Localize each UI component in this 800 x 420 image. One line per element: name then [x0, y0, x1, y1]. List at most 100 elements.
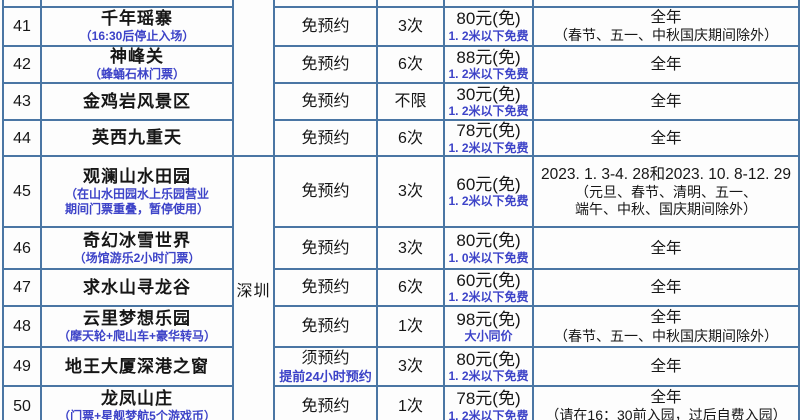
- name-cell: [40, 0, 234, 8]
- reservation-status: 须预约: [301, 350, 350, 368]
- validity-value: 全年: [650, 358, 682, 376]
- validity-value: 全年: [650, 388, 682, 406]
- reservation-status: 免预约: [301, 55, 350, 73]
- price-cell: 98元(免) 大小同价: [443, 305, 534, 349]
- attraction-number: 46: [2, 226, 42, 271]
- price-cell: [443, 0, 534, 8]
- attraction-name-note: （门票+星舰梦航5个游戏币）: [58, 408, 216, 420]
- validity-cell: 全年 （春节、五一、中秋国庆期间除外）: [532, 305, 800, 349]
- validity-cell: 全年 （请在16：30前入园，过后自费入园）: [532, 385, 800, 420]
- price-note: 1. 2米以下免费: [448, 29, 529, 44]
- validity-cell: 2023. 1. 3-4. 28和2023. 10. 8-12. 29 （元旦、…: [532, 155, 800, 229]
- price-value: 80元(免): [456, 9, 521, 29]
- price-cell: 80元(免) 1. 2米以下免费: [443, 6, 534, 47]
- validity-value: 全年: [650, 239, 682, 257]
- attraction-name-note: （在山水田园水上乐园营业 期间门票重叠，暂停使用）: [64, 186, 209, 216]
- reserve-cell: 免预约: [273, 226, 378, 271]
- attraction-number: 42: [2, 44, 42, 85]
- name-cell: 地王大厦深港之窗: [40, 346, 234, 388]
- price-value: 98元(免): [456, 309, 521, 329]
- price-cell: 78元(免) 1. 2米以下免费: [443, 385, 534, 420]
- attraction-number: 49: [2, 346, 42, 388]
- validity-cell: 全年: [532, 226, 800, 271]
- reservation-status: 免预约: [301, 279, 350, 297]
- validity-note: （春节、五一、中秋国庆期间除外）: [554, 27, 778, 44]
- attraction-name-note: （场馆游乐2小时门票）: [73, 250, 201, 265]
- validity-value: 全年: [650, 55, 682, 73]
- name-cell: 金鸡岩风景区: [40, 82, 234, 122]
- attraction-number: 48: [2, 305, 42, 349]
- num-cell: [2, 0, 42, 8]
- reserve-cell: 免预约: [273, 82, 378, 122]
- price-note: 1. 2米以下免费: [448, 194, 529, 209]
- visit-times: 3次: [376, 226, 445, 271]
- validity-cell: 全年: [532, 82, 800, 122]
- visit-times: 3次: [376, 346, 445, 388]
- price-cell: 30元(免) 1. 2米以下免费: [443, 82, 534, 122]
- attraction-name-note: （蜂蛹石林门票）: [88, 67, 185, 82]
- validity-cell: 全年: [532, 346, 800, 388]
- attraction-name: 观澜山水田园: [83, 166, 191, 186]
- table-row: 44 英西九重天 免预约 6次 78元(免) 1. 2米以下免费 全年: [2, 119, 800, 158]
- reservation-note: 提前24小时预约: [279, 368, 372, 384]
- price-value: 60元(免): [456, 270, 521, 290]
- price-note: 大小同价: [464, 329, 513, 344]
- price-value: 78元(免): [456, 389, 521, 409]
- reservation-status: 免预约: [301, 17, 350, 35]
- attraction-name: 金鸡岩风景区: [83, 91, 191, 111]
- visit-times: 1次: [376, 305, 445, 349]
- validity-value: 2023. 1. 3-4. 28和2023. 10. 8-12. 29: [541, 165, 791, 183]
- reserve-cell: [273, 0, 378, 8]
- validity-value: 全年: [650, 309, 682, 327]
- visit-times: 6次: [376, 268, 445, 308]
- attraction-number: 50: [2, 385, 42, 420]
- reserve-cell: 免预约: [273, 305, 378, 349]
- validity-cell: 全年 （春节、五一、中秋国庆期间除外）: [532, 6, 800, 47]
- price-note: 1. 0米以下免费: [448, 250, 529, 265]
- price-value: 80元(免): [456, 231, 521, 251]
- table-row: 47 求水山寻龙谷 免预约 6次 60元(免) 1. 2米以下免费 全年: [2, 268, 800, 308]
- price-note: 1. 2米以下免费: [448, 290, 529, 305]
- validity-cell: [532, 0, 800, 8]
- price-cell: 78元(免) 1. 2米以下免费: [443, 119, 534, 158]
- price-value: 88元(免): [456, 47, 521, 67]
- price-cell: 60元(免) 1. 2米以下免费: [443, 268, 534, 308]
- reservation-status: 免预约: [301, 318, 350, 336]
- table-row: 43 金鸡岩风景区 免预约 不限 30元(免) 1. 2米以下免费 全年: [2, 82, 800, 122]
- attraction-name: 奇幻冰雪世界: [83, 230, 191, 250]
- validity-cell: 全年: [532, 119, 800, 158]
- attraction-name: 求水山寻龙谷: [83, 277, 191, 297]
- reserve-cell: 免预约: [273, 155, 378, 229]
- visit-times: 3次: [376, 155, 445, 229]
- table-row: 45 观澜山水田园 （在山水田园水上乐园营业 期间门票重叠，暂停使用） 深圳 免…: [2, 155, 800, 420]
- name-cell: 神峰关 （蜂蛹石林门票）: [40, 44, 234, 85]
- visit-times: 6次: [376, 44, 445, 85]
- table-row: 41 千年瑶寨 （16:30后停止入场） 免预约 3次 80元(免) 1. 2米…: [2, 6, 800, 47]
- name-cell: 龙凤山庄 （门票+星舰梦航5个游戏币）: [40, 385, 234, 420]
- attraction-number: 45: [2, 155, 42, 229]
- table-row: 42 神峰关 （蜂蛹石林门票） 免预约 6次 88元(免) 1. 2米以下免费 …: [2, 44, 800, 85]
- name-cell: 英西九重天: [40, 119, 234, 158]
- visit-times: 3次: [376, 6, 445, 47]
- price-cell: 80元(免) 1. 0米以下免费: [443, 226, 534, 271]
- reserve-cell: 免预约: [273, 44, 378, 85]
- attraction-name: 云里梦想乐园: [83, 309, 191, 328]
- reserve-cell: 免预约: [273, 6, 378, 47]
- validity-value: 全年: [650, 279, 682, 297]
- price-note: 1. 2米以下免费: [448, 67, 529, 82]
- name-cell: 奇幻冰雪世界 （场馆游乐2小时门票）: [40, 226, 234, 271]
- price-cell: 60元(免) 1. 2米以下免费: [443, 155, 534, 229]
- reservation-status: 免预约: [301, 93, 350, 111]
- name-cell: 云里梦想乐园 （摩天轮+爬山车+豪华转马）: [40, 305, 234, 349]
- table-row: 48 云里梦想乐园 （摩天轮+爬山车+豪华转马） 免预约 1次 98元(免) 大…: [2, 305, 800, 349]
- attraction-name: 神峰关: [110, 46, 164, 66]
- visit-times: 6次: [376, 119, 445, 158]
- price-note: 1. 2米以下免费: [448, 140, 529, 155]
- reserve-cell: 须预约 提前24小时预约: [273, 346, 378, 388]
- times-cell: [376, 0, 445, 8]
- table-row: 49 地王大厦深港之窗 须预约 提前24小时预约 3次 80元(免) 1. 2米…: [2, 346, 800, 388]
- reserve-cell: 免预约: [273, 385, 378, 420]
- city-cell-upper: [232, 0, 275, 158]
